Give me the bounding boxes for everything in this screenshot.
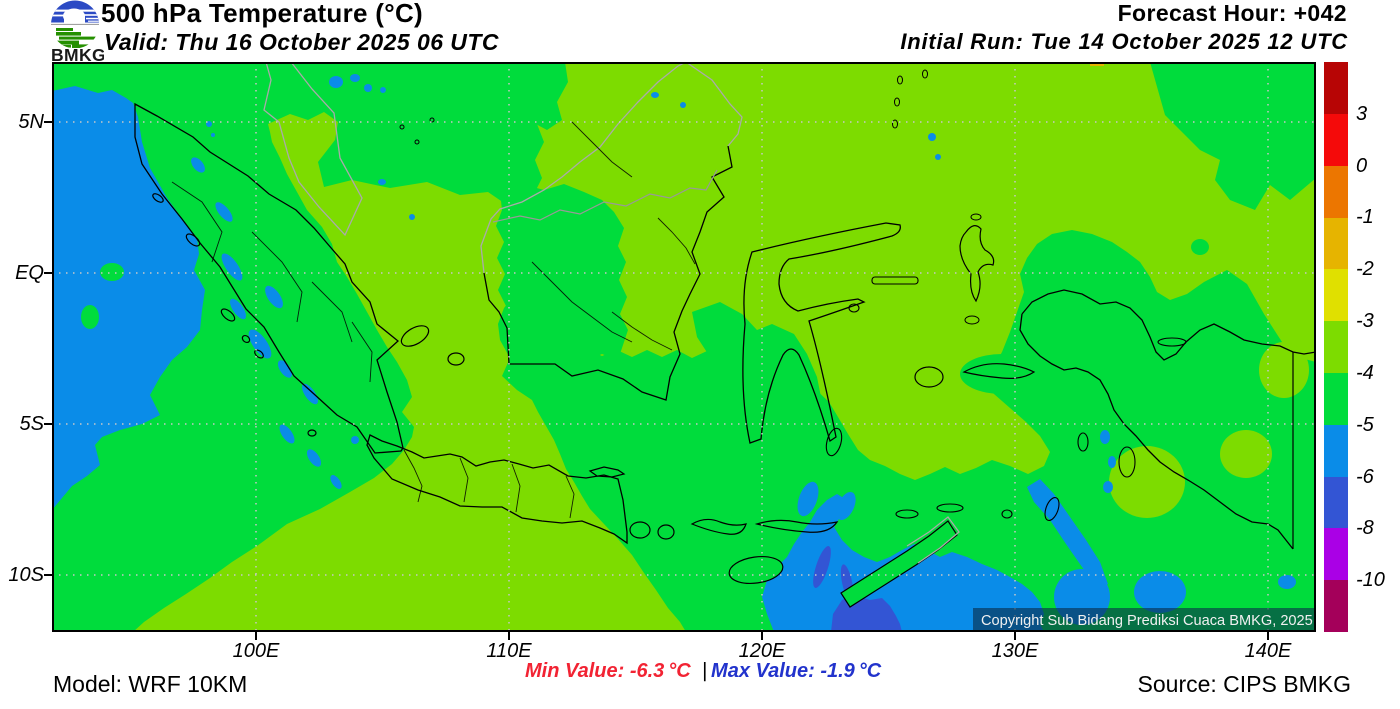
svg-text:BMKG: BMKG	[51, 45, 104, 63]
svg-text:Copyright Sub Bidang Prediksi: Copyright Sub Bidang Prediksi Cuaca BMKG…	[981, 613, 1313, 629]
